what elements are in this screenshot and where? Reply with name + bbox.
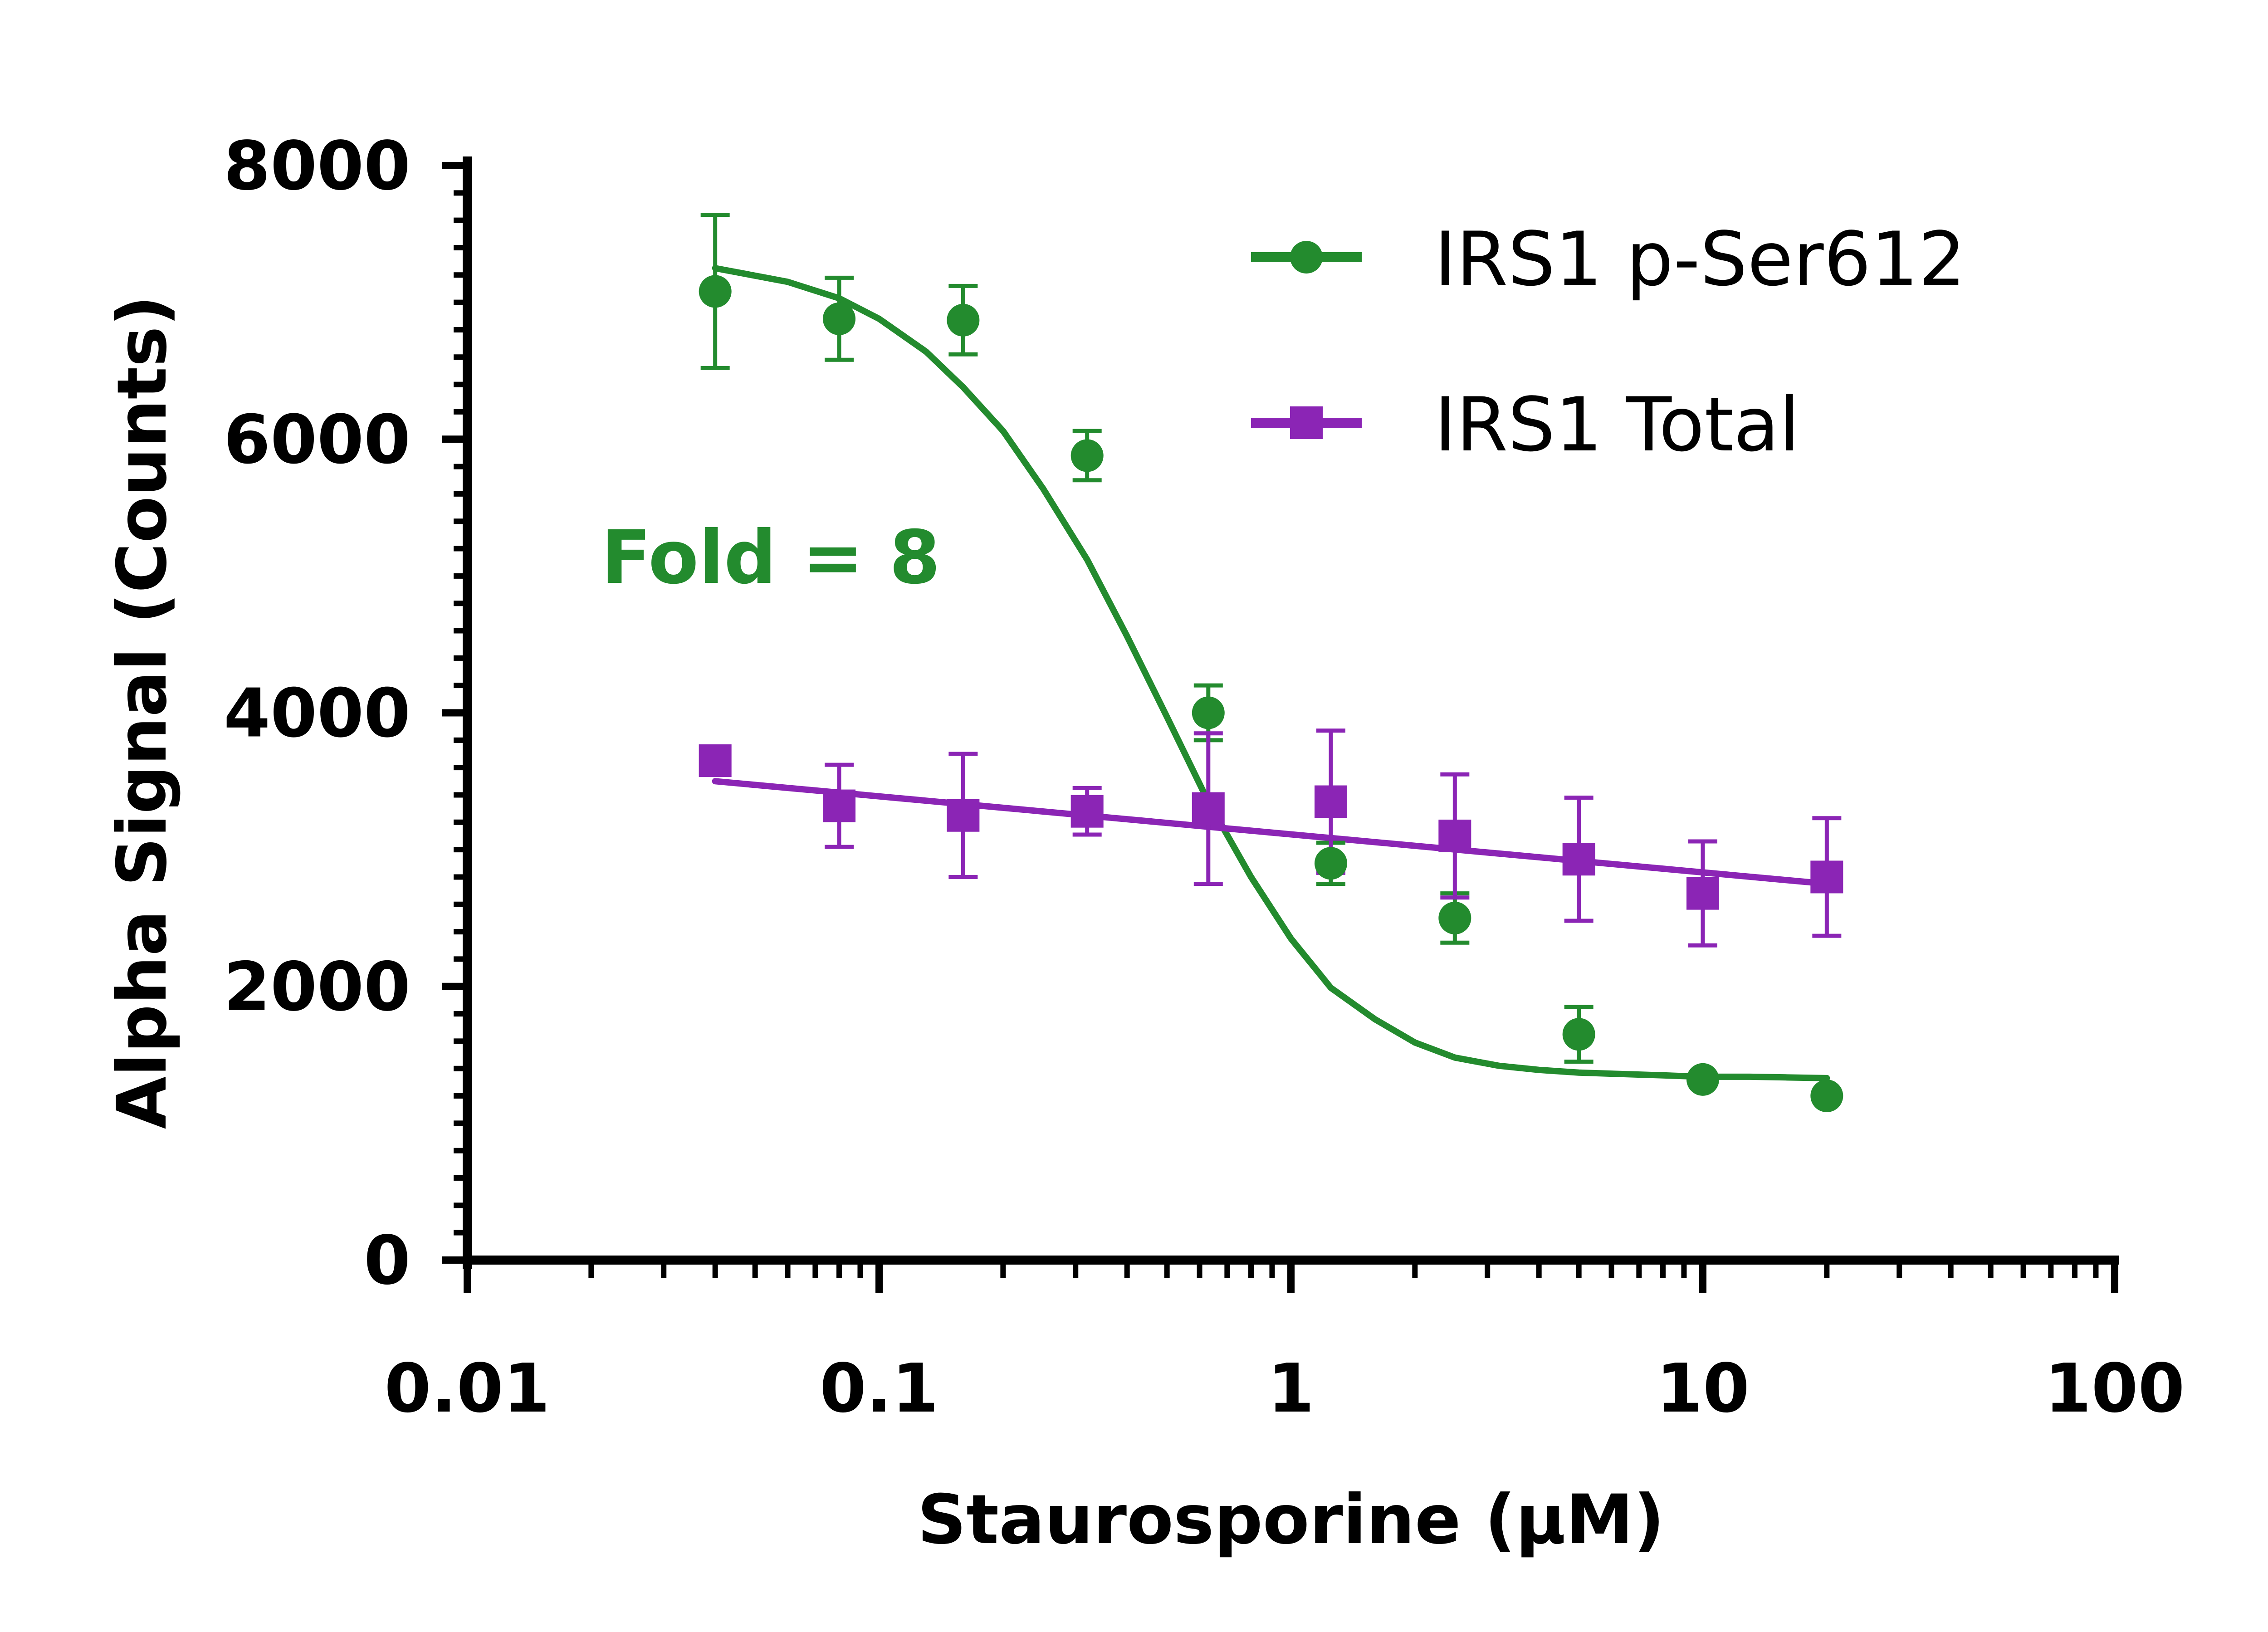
legend-marker-ser612 xyxy=(1290,241,1323,274)
data-point-total xyxy=(1562,843,1595,876)
data-point-total xyxy=(1438,819,1471,852)
y-minor-ticks xyxy=(454,190,467,1236)
error-bars xyxy=(700,213,1842,1064)
y-ticks: 0 2000 4000 6000 8000 xyxy=(224,127,467,1300)
y-tick-label: 2000 xyxy=(224,948,411,1026)
legend-item-ser612: IRS1 p-Ser612 xyxy=(1251,216,1966,303)
data-point-total xyxy=(699,744,732,777)
axes: 0 2000 4000 6000 8000 0.01 0.1 1 10 100 xyxy=(224,127,2185,1427)
data-point-total xyxy=(823,789,856,822)
fit-curves xyxy=(712,265,1830,1081)
fit-curve-total xyxy=(712,778,1830,887)
data-point-ser612 xyxy=(947,303,980,337)
y-tick-label: 6000 xyxy=(224,401,411,479)
data-point-total xyxy=(1314,785,1347,818)
legend-item-total: IRS1 Total xyxy=(1251,381,1800,468)
data-markers xyxy=(699,275,1843,1113)
data-point-ser612 xyxy=(1810,1080,1843,1113)
data-point-ser612 xyxy=(699,275,732,308)
x-axis-title: Staurosporine (µM) xyxy=(917,1481,1664,1559)
x-tick-label: 0.1 xyxy=(820,1349,938,1427)
x-tick-label: 1 xyxy=(1268,1349,1315,1427)
fold-annotation: Fold = 8 xyxy=(601,515,940,601)
data-point-ser612 xyxy=(1562,1018,1595,1051)
x-tick-label: 10 xyxy=(1656,1349,1750,1427)
legend: IRS1 p-Ser612 IRS1 Total xyxy=(1251,216,1966,468)
legend-marker-total xyxy=(1290,406,1323,439)
data-point-total xyxy=(947,799,980,832)
x-tick-label: 100 xyxy=(2045,1349,2185,1427)
data-point-total xyxy=(1810,860,1843,894)
legend-label-ser612: IRS1 p-Ser612 xyxy=(1434,216,1966,303)
y-tick-label: 4000 xyxy=(224,674,411,752)
y-tick-label: 0 xyxy=(364,1222,411,1300)
x-ticks: 0.01 0.1 1 10 100 xyxy=(384,1260,2185,1427)
x-minor-ticks xyxy=(588,1260,2099,1278)
data-point-ser612 xyxy=(823,302,856,335)
data-point-ser612 xyxy=(1314,847,1347,880)
data-point-ser612 xyxy=(1686,1063,1719,1096)
data-point-ser612 xyxy=(1192,696,1225,729)
data-point-total xyxy=(1686,877,1719,910)
plot-area xyxy=(699,213,1843,1113)
data-point-total xyxy=(1192,792,1225,825)
fit-curve-ser612 xyxy=(712,265,1830,1081)
y-axis-title: Alpha Signal (Counts) xyxy=(103,295,182,1129)
data-point-ser612 xyxy=(1070,439,1104,472)
data-point-ser612 xyxy=(1438,901,1471,934)
data-point-total xyxy=(1070,795,1104,828)
y-tick-label: 8000 xyxy=(224,127,411,205)
legend-label-total: IRS1 Total xyxy=(1434,381,1800,468)
x-tick-label: 0.01 xyxy=(384,1349,550,1427)
